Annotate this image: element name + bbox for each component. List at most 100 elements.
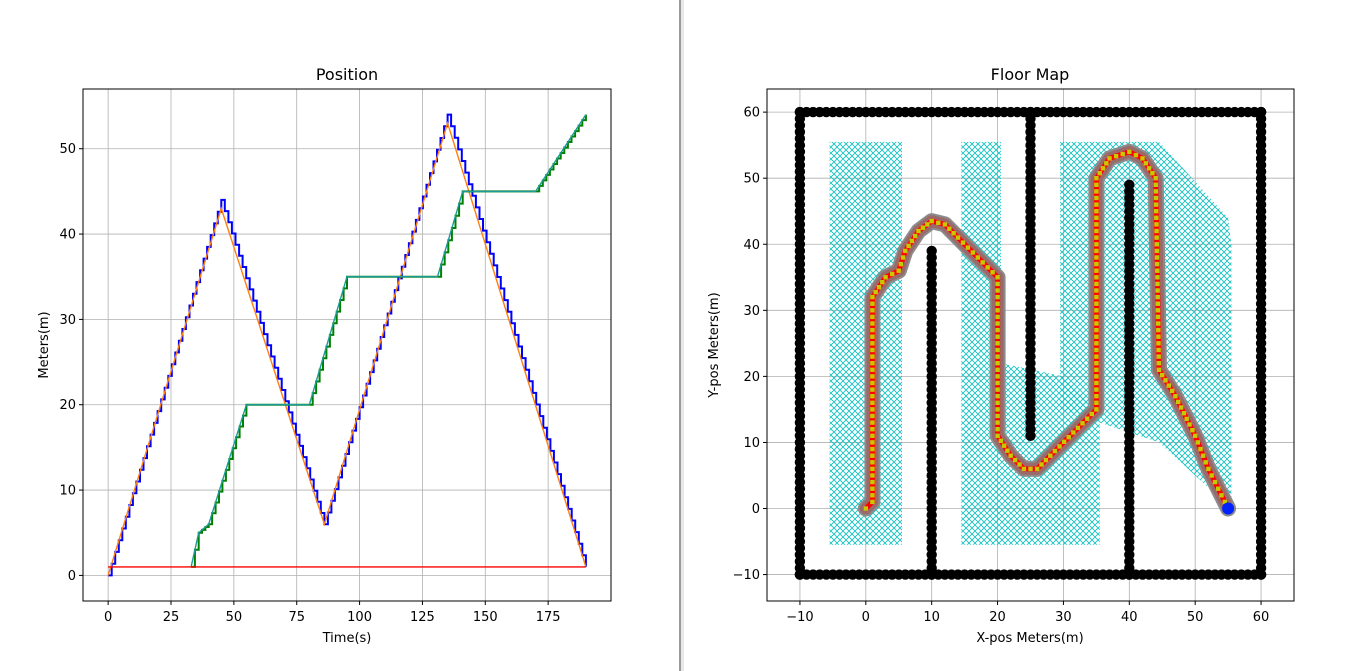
floor-map-y-tick-label-10: 10 [743,436,760,451]
path-sample-point [1094,374,1099,379]
path-sample-point [995,413,1000,419]
path-sample-point [995,308,1000,313]
path-sample-point [870,334,875,339]
path-sample-point [1094,222,1099,227]
position-chart-title: Position [316,65,378,84]
path-sample-point [870,400,875,405]
path-sample-point [995,347,1000,353]
floor-map-x-tick-label-50: 50 [1187,610,1204,625]
path-sample-point [1094,176,1099,181]
path-sample-point [980,260,985,265]
path-sample-point [870,301,875,306]
path-sample-point [896,268,901,273]
path-sample-point [1156,341,1161,346]
path-sample-point [870,493,875,498]
path-sample-point [1094,294,1099,300]
path-sample-point [1140,156,1145,161]
path-sample-point [890,271,895,277]
floor-map-chart-title: Floor Map [991,65,1070,84]
path-sample-point [1094,189,1099,194]
path-sample-point [1107,156,1112,161]
position-grid [83,89,611,601]
path-sample-point [1219,493,1224,498]
position-x-tick-label-75: 75 [288,610,305,625]
path-sample-point [995,314,1000,320]
path-sample-point [995,275,1000,280]
path-sample-point [1094,341,1099,346]
path-sample-point [870,479,875,485]
path-sample-point [870,374,875,379]
path-sample-point [870,394,875,399]
path-sample-point [1160,372,1165,378]
path-sample-point [870,347,875,353]
path-sample-point [870,294,875,300]
path-sample-point [1075,425,1081,431]
path-sample-point [1120,151,1125,157]
floor-map-ticks: −10 0 10 20 30 40 50 60 −10 0 10 20 30 40 50 60 [733,106,1270,625]
wall-point [794,106,806,118]
path-sample-point [1094,268,1099,273]
path-sample-point [1094,347,1099,353]
path-sample-point [929,218,934,224]
path-sample-point [900,255,906,260]
floor-map-y-tick-label-0: 0 [752,502,760,517]
wall-point [1025,106,1036,118]
path-sample-point [1100,166,1106,171]
path-sample-point [1094,321,1099,326]
position-series-line-0 [108,113,587,577]
path-sample-point [1176,399,1181,405]
path-sample-point [1155,308,1161,313]
path-sample-point [1154,228,1159,234]
path-sample-point [1001,443,1007,448]
path-sample-point [1156,334,1161,339]
path-sample-point [1094,308,1099,313]
path-sample-point [1143,161,1148,166]
path-sample-point [995,354,1000,359]
path-sample-point [1153,176,1158,181]
path-sample-point [995,387,1000,392]
floor-map-x-tick-label-40: 40 [1121,610,1138,625]
path-sample-point [1094,215,1099,220]
path-sample-point [1094,407,1099,412]
path-sample-point [995,394,1000,399]
path-sample-point [870,387,875,392]
floor-map-y-tick-label-60: 60 [743,106,760,121]
path-sample-point [1150,171,1155,176]
path-sample-point [870,380,875,386]
path-sample-point [870,460,875,465]
path-sample-point [1094,327,1099,333]
path-sample-point [1094,261,1099,267]
path-sample-point [1154,222,1159,227]
path-sample-point [1166,383,1171,388]
path-sample-point [998,438,1004,443]
path-sample-point [1094,182,1099,187]
position-x-tick-label-25: 25 [163,610,180,625]
path-sample-point [1155,281,1160,287]
path-sample-point [906,243,911,249]
path-sample-point [1094,242,1099,247]
path-sample-point [1133,152,1139,158]
path-sample-point [1156,327,1161,333]
floor-map-x-axis-label: X-pos Meters(m) [976,631,1083,646]
path-sample-point [1187,422,1192,427]
panel-divider[interactable] [679,0,681,671]
path-sample-point [1216,486,1221,491]
path-sample-point [995,407,1000,412]
path-sample-point [1094,400,1099,405]
path-sample-point [1156,361,1161,366]
path-sample-point [1113,154,1119,159]
path-sample-point [1154,209,1159,214]
path-sample-point [1089,411,1094,417]
path-sample-point [1061,439,1067,444]
path-sample-point [1156,367,1162,372]
path-sample-point [870,354,875,359]
path-sample-point [870,361,875,366]
path-sample-point [870,341,875,346]
path-sample-point [870,453,875,458]
position-x-tick-label-175: 175 [536,610,561,625]
path-sample-point [870,314,875,320]
position-y-tick-label-20: 20 [59,398,76,413]
path-sample-point [1169,388,1175,394]
path-sample-point [1057,444,1062,449]
